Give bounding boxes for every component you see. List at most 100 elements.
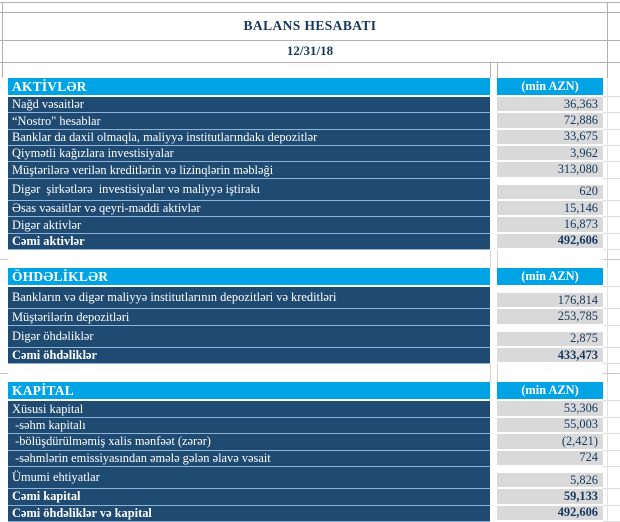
left-gutter — [0, 78, 8, 97]
left-gutter — [0, 325, 8, 349]
table-row: Nağd vəsaitlər 36,363 — [0, 97, 620, 114]
row-value: 3,962 — [497, 146, 603, 161]
gridline — [490, 62, 491, 78]
row-label: Nağd vəsaitlər — [8, 97, 490, 114]
right-gutter — [603, 146, 620, 163]
row-value-cell: 492,606 — [497, 505, 603, 522]
left-gutter — [0, 434, 8, 451]
unit-header: (min AZN) — [497, 268, 603, 288]
gridline — [0, 40, 620, 41]
left-gutter — [0, 348, 8, 365]
right-gutter — [603, 201, 620, 218]
row-label: Əsas vəsaitlər və qeyri-maddi aktivlər — [8, 201, 490, 218]
row-value: 36,363 — [497, 97, 603, 112]
left-gutter — [0, 217, 8, 234]
table-row: “Nostro" hesablar 72,886 — [0, 113, 620, 131]
unit-header: (min AZN) — [497, 78, 603, 97]
gridline — [0, 2, 620, 3]
left-gutter — [0, 401, 8, 418]
row-label: Cəmi kapital — [8, 489, 490, 506]
unit-header: (min AZN) — [497, 382, 603, 402]
row-value: 492,606 — [497, 233, 603, 249]
left-gutter — [0, 178, 8, 202]
row-label: Cəmi öhdəliklər və kapital — [8, 505, 490, 522]
right-gutter — [603, 417, 620, 435]
right-gutter — [603, 325, 620, 349]
gridline — [607, 2, 608, 78]
row-value-cell: 59,133 — [497, 489, 603, 506]
row-value-cell: 16,873 — [497, 217, 603, 234]
left-gutter — [0, 113, 8, 130]
section-rows: Bankların və digər maliyyə institutların… — [0, 287, 620, 365]
left-gutter — [0, 146, 8, 163]
section-title: ÖHDƏLİKLƏR — [8, 268, 490, 288]
row-label: Digər aktivlər — [8, 217, 490, 234]
gridline — [603, 373, 620, 375]
row-label: Cəmi öhdəliklər — [8, 348, 490, 365]
gridline — [497, 364, 498, 383]
right-gutter — [603, 505, 620, 522]
left-gutter — [0, 129, 8, 147]
right-gutter — [603, 97, 620, 114]
row-value-cell: 176,814 — [497, 287, 603, 310]
left-gutter — [0, 505, 8, 522]
row-value: (2,421) — [497, 434, 603, 449]
section-divider — [0, 250, 620, 269]
row-value-cell: 53,306 — [497, 401, 603, 418]
row-value: 176,814 — [497, 293, 603, 308]
table-row: Xüsusi kapital 53,306 — [0, 401, 620, 419]
report-header: BALANS HESABATI 12/31/18 — [0, 0, 620, 78]
row-label: Xüsusi kapital — [8, 401, 490, 418]
column-gap — [490, 97, 497, 113]
row-label: Ümumi ehtiyatlar — [8, 466, 490, 490]
section-rows: Nağd vəsaitlər 36,363 “Nostro" hesablar 72,… — [0, 97, 620, 251]
left-gutter — [0, 450, 8, 467]
row-value-cell: 5,826 — [497, 466, 603, 490]
table-row: Cəmi aktivlər 492,606 — [0, 233, 620, 251]
table-row: Müştərilərin depozitləri 253,785 — [0, 309, 620, 327]
column-gap — [490, 113, 497, 129]
row-value: 16,873 — [497, 217, 603, 232]
section-title: AKTİVLƏR — [8, 78, 490, 97]
right-gutter — [603, 401, 620, 419]
row-value: 620 — [497, 184, 603, 200]
column-gap — [490, 130, 497, 146]
row-value: 53,306 — [497, 401, 603, 416]
row-value: 492,606 — [497, 505, 603, 520]
table-row: Cəmi öhdəliklər və kapital 492,606 — [0, 505, 620, 522]
left-gutter — [0, 382, 8, 402]
table-row: -bölüşdürülməmiş xalis mənfəət (zərər) (2… — [0, 434, 620, 451]
left-gutter — [0, 417, 8, 435]
gridline — [497, 250, 498, 269]
table-row: Ümumi ehtiyatlar 5,826 — [0, 466, 620, 490]
row-value: 5,826 — [497, 473, 603, 488]
right-gutter — [603, 434, 620, 451]
row-value-cell: 72,886 — [497, 113, 603, 130]
column-gap — [490, 217, 497, 233]
table-row: Cəmi öhdəliklər 433,473 — [0, 348, 620, 365]
column-gap — [490, 451, 497, 467]
gridline — [0, 12, 620, 13]
row-value-cell: 313,080 — [497, 162, 603, 179]
column-gap — [490, 268, 497, 287]
row-value-cell: 2,875 — [497, 325, 603, 349]
row-value-cell: 55,003 — [497, 417, 603, 435]
row-value-cell: 433,473 — [497, 348, 603, 365]
left-gutter — [0, 97, 8, 114]
table-row: Banklar da daxil olmaqla, maliyyə instit… — [0, 129, 620, 147]
section-divider — [0, 364, 620, 383]
right-gutter — [603, 287, 620, 310]
row-value: 2,875 — [497, 331, 603, 347]
left-gutter — [0, 268, 8, 288]
column-gap — [490, 434, 497, 450]
row-label: Müştərilərin depozitləri — [8, 309, 490, 326]
column-gap — [490, 234, 497, 250]
column-gap — [490, 348, 497, 364]
left-gutter — [0, 489, 8, 506]
left-gutter — [0, 162, 8, 179]
right-gutter — [603, 162, 620, 180]
column-gap — [490, 146, 497, 162]
row-label: -səhmlərin emissiyasından əmələ gələn əl… — [8, 450, 490, 467]
right-gutter — [603, 233, 620, 251]
right-gutter — [603, 129, 620, 147]
